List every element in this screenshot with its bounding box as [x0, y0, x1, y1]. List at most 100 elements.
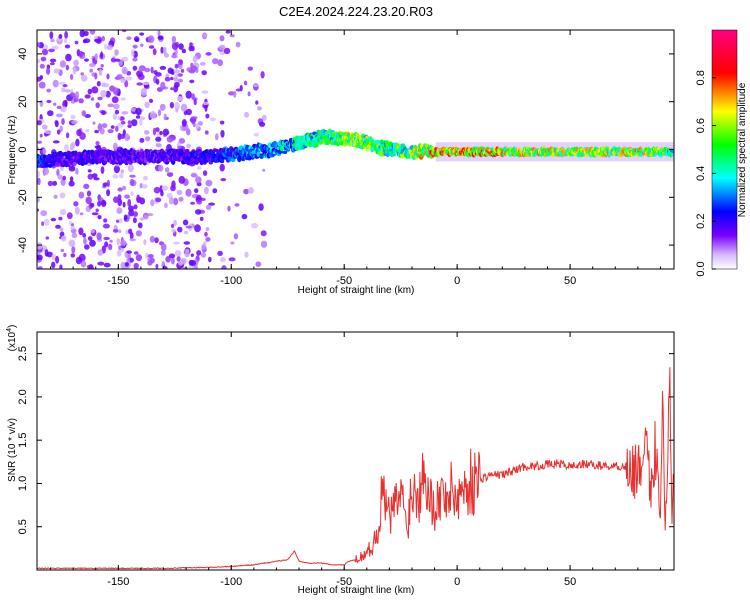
spectral-noise-point [84, 114, 91, 118]
spectral-noise-point [183, 241, 191, 245]
spectral-noise-point [212, 188, 218, 194]
spectral-noise-point [122, 185, 127, 191]
spectral-noise-point [159, 131, 163, 135]
spectral-noise-point [79, 212, 84, 216]
snr-panel: -150 -100 -50 0 50 0.5 1.0 1.5 2.0 2.5 Height of … [6, 325, 675, 596]
spectral-noise-point [131, 52, 135, 56]
spectral-noise-point [180, 68, 185, 73]
spectral-noise-point [228, 257, 236, 262]
spectral-noise-point [89, 239, 96, 247]
spectral-noise-point [129, 174, 136, 178]
spectral-noise-point [63, 38, 68, 43]
spectral-noise-point [139, 118, 143, 126]
spectral-noise-point [70, 253, 76, 258]
spectral-noise-point [147, 35, 155, 44]
spectral-noise-point [48, 48, 55, 53]
spectral-ridge-point [282, 150, 288, 154]
spectral-noise-point [83, 183, 90, 189]
spectral-noise-point [157, 35, 164, 40]
spectral-noise-point [178, 196, 184, 202]
spectral-noise-point [136, 70, 143, 78]
spectral-noise-point [179, 59, 184, 65]
spectral-noise-point [37, 140, 43, 144]
spectral-ridge-point [247, 155, 252, 161]
spectral-noise-point [121, 30, 127, 33]
spectral-noise-point [100, 166, 105, 174]
spectral-noise-point [79, 50, 83, 58]
spectral-noise-point [46, 67, 51, 75]
spectral-noise-point [109, 239, 113, 243]
spectral-noise-point [91, 212, 99, 216]
spectral-noise-point [59, 227, 64, 232]
spectral-noise-point [55, 255, 60, 264]
spectral-noise-point [116, 74, 123, 80]
spectral-noise-point [41, 221, 45, 226]
spectral-noise-point [127, 199, 132, 207]
spectral-noise-point [87, 236, 93, 241]
spectral-noise-point [53, 102, 57, 106]
spectral-noise-point [37, 177, 41, 186]
spectral-noise-point [106, 189, 111, 197]
spectral-noise-point [129, 178, 135, 187]
spectral-noise-point [50, 217, 57, 222]
spectral-noise-point [72, 66, 77, 75]
spectral-noise-point [139, 183, 143, 189]
x-tick-label: 50 [564, 275, 576, 287]
spectral-noise-point [65, 132, 70, 139]
colorbar-label: Normalized spectral amplitude [737, 82, 748, 217]
spectral-noise-point [260, 240, 268, 248]
spectral-noise-point [79, 30, 86, 38]
spectral-noise-point [89, 30, 96, 35]
spectral-noise-point [160, 81, 166, 90]
spectral-noise-point [162, 46, 167, 55]
spectral-noise-point [217, 59, 223, 67]
spectral-noise-point [144, 101, 150, 108]
spectral-noise-point [96, 232, 102, 241]
spectral-noise-point [37, 58, 41, 64]
spectral-noise-point [182, 219, 189, 226]
spectral-noise-point [37, 146, 40, 152]
spectral-noise-point [118, 218, 123, 224]
spectral-noise-point [155, 78, 160, 85]
spectral-noise-point [117, 115, 121, 121]
spectral-noise-point [190, 116, 198, 120]
spectral-noise-point [59, 264, 63, 269]
spectral-noise-point [61, 118, 65, 125]
spectral-noise-point [49, 62, 55, 66]
x-tick-label: 0 [454, 576, 460, 588]
spectral-noise-point [84, 244, 90, 250]
spectral-noise-point [185, 90, 192, 99]
spectral-noise-point [97, 249, 104, 256]
spectral-noise-point [194, 224, 201, 233]
spectral-noise-point [42, 167, 49, 176]
spectral-noise-point [101, 82, 106, 88]
spectral-noise-point [126, 36, 132, 40]
spectral-noise-point [177, 145, 182, 150]
spectral-noise-point [64, 31, 68, 39]
spectral-noise-point [106, 179, 110, 188]
spectral-ridge-point [259, 154, 264, 159]
spectral-noise-point [51, 261, 56, 269]
spectral-noise-point [155, 197, 162, 203]
spectral-noise-point [134, 38, 140, 42]
spectral-noise-point [150, 66, 154, 74]
spectral-noise-point [255, 261, 262, 268]
spectral-noise-point [62, 100, 68, 109]
colorbar-tick-label: 0.4 [695, 166, 707, 181]
spectral-noise-point [114, 58, 121, 62]
spectral-noise-point [178, 260, 184, 266]
spectral-noise-point [142, 81, 150, 86]
spectral-noise-point [104, 241, 109, 248]
spectral-noise-point [44, 249, 49, 257]
spectral-noise-point [112, 174, 119, 179]
spectral-noise-point [181, 48, 187, 54]
spectral-noise-point [205, 204, 212, 210]
spectral-noise-point [87, 169, 92, 173]
spectral-noise-point [94, 38, 102, 43]
spectral-noise-point [124, 133, 130, 142]
spectral-noise-point [101, 123, 108, 129]
spectral-noise-point [59, 125, 63, 132]
spectral-noise-point [200, 62, 206, 66]
spectral-noise-point [110, 57, 116, 63]
spectral-noise-point [99, 127, 105, 135]
